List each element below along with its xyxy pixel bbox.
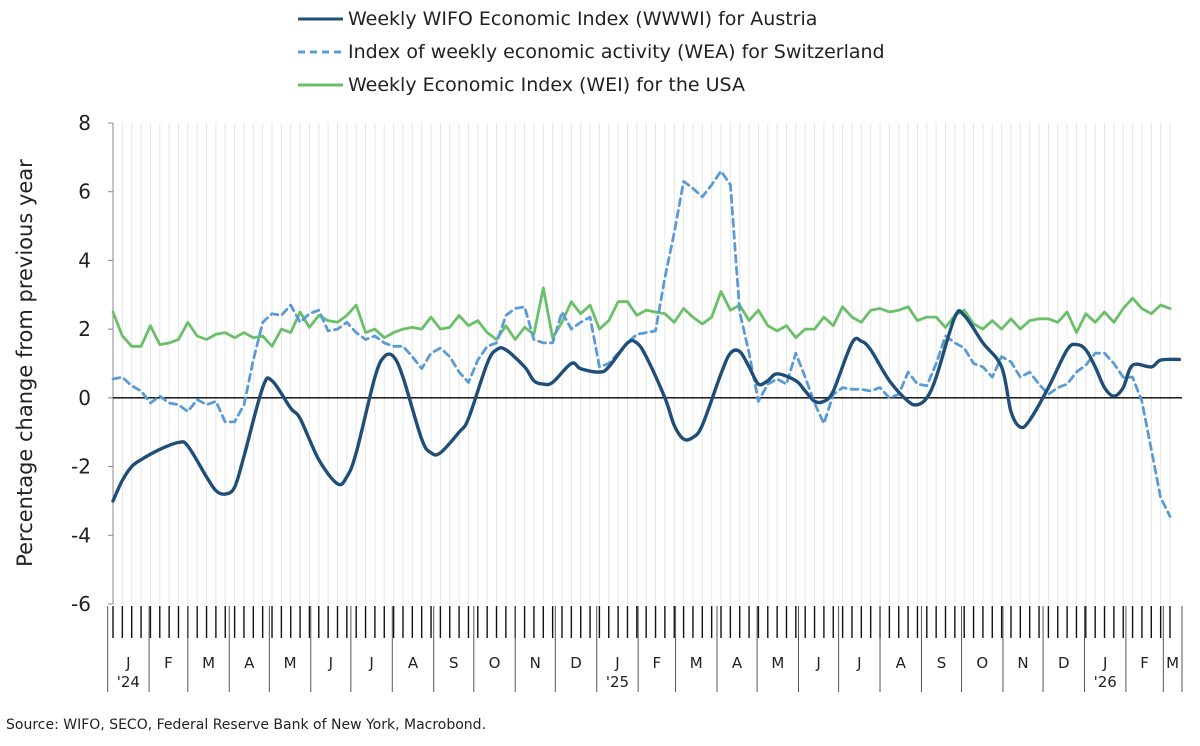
y-tick-label: 0	[78, 386, 91, 410]
y-tick-label: -6	[71, 592, 91, 616]
y-tick-label: 2	[78, 317, 91, 341]
month-label: N	[1017, 654, 1028, 672]
month-label: D	[1058, 654, 1070, 672]
year-label: '26	[1094, 673, 1117, 691]
y-tick-label: 6	[78, 180, 91, 204]
y-tick-label: -2	[71, 455, 91, 479]
month-label: J	[125, 654, 130, 672]
month-label: M	[771, 654, 784, 672]
month-label: F	[1140, 654, 1149, 672]
year-label: '24	[117, 673, 140, 691]
month-label: A	[732, 654, 743, 672]
month-label: A	[896, 654, 907, 672]
y-axis-label: Percentage change from previous year	[13, 159, 37, 567]
month-label: J	[614, 654, 619, 672]
month-label: S	[937, 654, 947, 672]
legend: Weekly WIFO Economic Index (WWWI) for Au…	[298, 8, 885, 96]
month-label: F	[653, 654, 662, 672]
y-tick-label: -4	[71, 523, 91, 547]
series-line-switzerland	[111, 169, 1172, 518]
month-label: M	[202, 654, 215, 672]
month-label: J	[328, 654, 333, 672]
month-label: J	[856, 654, 861, 672]
legend-label: Index of weekly economic activity (WEA) …	[348, 41, 885, 63]
month-label: M	[1166, 654, 1179, 672]
month-label: O	[489, 654, 501, 672]
month-label: S	[449, 654, 459, 672]
month-label: M	[284, 654, 297, 672]
legend-label: Weekly WIFO Economic Index (WWWI) for Au…	[348, 8, 817, 30]
y-tick-label: 8	[78, 111, 91, 135]
y-tick-label: 4	[78, 248, 91, 272]
month-label: N	[530, 654, 541, 672]
month-label: J	[368, 654, 373, 672]
series-lines	[111, 169, 1182, 518]
series-line-austria	[111, 309, 1182, 503]
month-label: O	[976, 654, 988, 672]
month-label: J	[815, 654, 820, 672]
source-note: Source: WIFO, SECO, Federal Reserve Bank…	[6, 717, 487, 733]
legend-label: Weekly Economic Index (WEI) for the USA	[348, 74, 745, 96]
month-label: F	[164, 654, 173, 672]
month-label: D	[570, 654, 582, 672]
month-label: J	[1102, 654, 1107, 672]
month-label: A	[408, 654, 419, 672]
month-label: A	[244, 654, 255, 672]
weekly-gridlines	[112, 123, 1171, 604]
year-label: '25	[606, 673, 629, 691]
series-line-usa	[111, 286, 1172, 348]
month-label: M	[690, 654, 703, 672]
